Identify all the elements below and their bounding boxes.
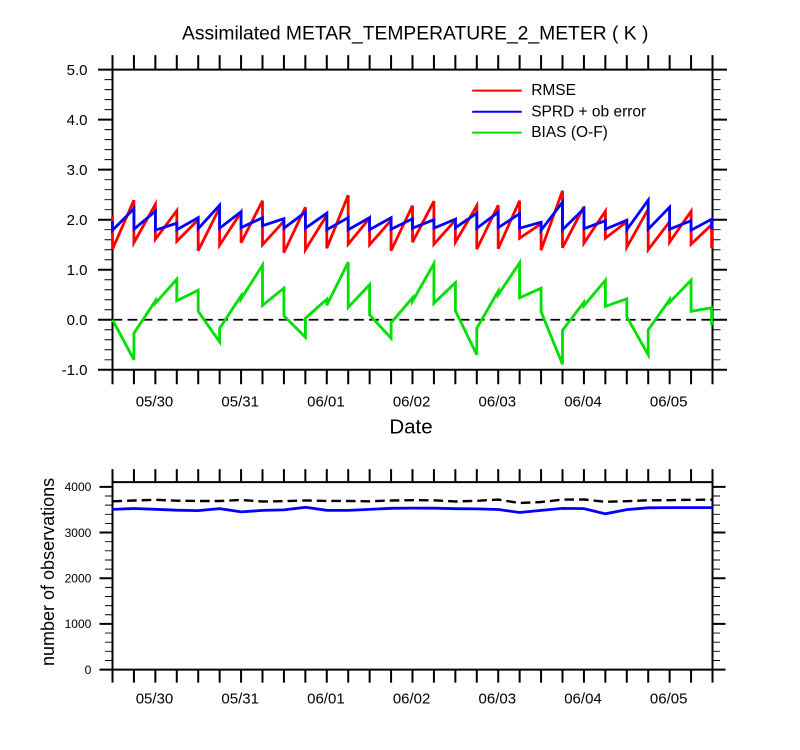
svg-text:06/02: 06/02: [393, 691, 431, 708]
svg-text:06/04: 06/04: [564, 394, 602, 411]
svg-text:Date: Date: [389, 416, 432, 439]
svg-text:06/05: 06/05: [650, 691, 688, 708]
svg-text:05/31: 05/31: [221, 691, 259, 708]
svg-text:Assimilated METAR_TEMPERATURE_: Assimilated METAR_TEMPERATURE_2_METER ( …: [182, 23, 648, 44]
svg-text:06/04: 06/04: [564, 691, 602, 708]
svg-text:-1.0: -1.0: [62, 362, 88, 379]
svg-text:0: 0: [85, 663, 92, 677]
svg-text:06/01: 06/01: [307, 691, 345, 708]
svg-text:RMSE: RMSE: [531, 82, 576, 99]
svg-text:BIAS (O-F): BIAS (O-F): [531, 124, 608, 141]
svg-text:number of observations: number of observations: [38, 478, 58, 666]
svg-text:05/30: 05/30: [136, 691, 174, 708]
svg-text:06/03: 06/03: [479, 394, 517, 411]
svg-text:06/02: 06/02: [393, 394, 431, 411]
svg-text:05/30: 05/30: [136, 394, 174, 411]
svg-text:SPRD + ob error: SPRD + ob error: [531, 103, 646, 120]
svg-text:2000: 2000: [65, 572, 92, 586]
svg-text:1.0: 1.0: [67, 262, 88, 279]
svg-text:3000: 3000: [65, 526, 92, 540]
svg-text:1000: 1000: [65, 617, 92, 631]
svg-text:5.0: 5.0: [67, 62, 88, 79]
svg-text:05/31: 05/31: [221, 394, 259, 411]
svg-text:4000: 4000: [65, 480, 92, 494]
svg-text:06/05: 06/05: [650, 394, 688, 411]
svg-text:2.0: 2.0: [67, 212, 88, 229]
svg-text:0.0: 0.0: [67, 312, 88, 329]
svg-text:4.0: 4.0: [67, 112, 88, 129]
svg-text:06/01: 06/01: [307, 394, 345, 411]
svg-text:3.0: 3.0: [67, 162, 88, 179]
svg-text:06/03: 06/03: [479, 691, 517, 708]
